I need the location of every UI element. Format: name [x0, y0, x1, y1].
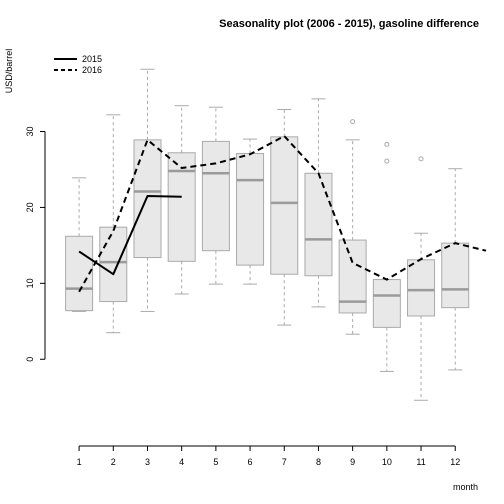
legend-label-2015: 2015	[82, 54, 102, 64]
box-month-7	[270, 108, 299, 326]
x-tick-label: 6	[248, 457, 253, 467]
box-iqr	[441, 242, 470, 309]
box-month-8	[304, 98, 333, 308]
box-iqr	[236, 153, 265, 266]
y-axis: 0 10 20 30	[25, 127, 46, 362]
x-tick-label: 5	[213, 457, 218, 467]
lines-layer	[78, 135, 487, 293]
outlier-point	[418, 156, 424, 162]
box-iqr	[304, 172, 333, 277]
box-month-2	[99, 114, 128, 334]
boxes-layer	[65, 68, 470, 401]
box-month-9	[338, 119, 367, 335]
outlier-point	[384, 141, 390, 147]
y-tick-label: 20	[25, 202, 35, 212]
x-tick-label: 11	[416, 457, 425, 467]
box-iqr	[372, 279, 401, 328]
x-tick-label: 2	[111, 457, 116, 467]
x-axis-label: month	[453, 482, 478, 492]
x-tick-label: 7	[282, 457, 287, 467]
series-line-2016	[78, 135, 487, 293]
y-axis-label: USD/barrel	[4, 49, 14, 94]
box-month-11	[407, 156, 436, 401]
box-iqr	[201, 140, 230, 252]
box-month-4	[167, 105, 196, 295]
y-tick-label: 30	[25, 127, 35, 137]
box-iqr	[99, 226, 128, 303]
x-tick-label: 9	[350, 457, 355, 467]
legend-label-2016: 2016	[82, 65, 102, 75]
x-axis: 1 2 3 4 5 6 7 8 9 10 11 12	[77, 445, 460, 467]
box-iqr	[65, 235, 94, 312]
box-month-5	[201, 106, 230, 285]
x-tick-label: 10	[382, 457, 392, 467]
box-month-6	[236, 138, 265, 285]
x-tick-label: 3	[145, 457, 150, 467]
x-tick-label: 1	[77, 457, 82, 467]
chart-title: Seasonality plot (2006 - 2015), gasoline…	[219, 18, 479, 30]
y-tick-label: 0	[25, 357, 35, 362]
box-iqr	[270, 136, 299, 275]
outlier-point	[350, 119, 356, 125]
box-month-3	[133, 68, 162, 312]
outlier-point	[384, 158, 390, 164]
box-iqr	[133, 139, 162, 259]
box-month-10	[372, 141, 401, 372]
x-tick-label: 8	[316, 457, 321, 467]
x-tick-label: 12	[450, 457, 460, 467]
box-iqr	[167, 152, 196, 262]
box-month-12	[441, 168, 470, 371]
box-month-1	[65, 177, 94, 312]
box-iqr	[407, 259, 436, 317]
y-tick-label: 10	[25, 278, 35, 288]
x-tick-label: 4	[179, 457, 184, 467]
